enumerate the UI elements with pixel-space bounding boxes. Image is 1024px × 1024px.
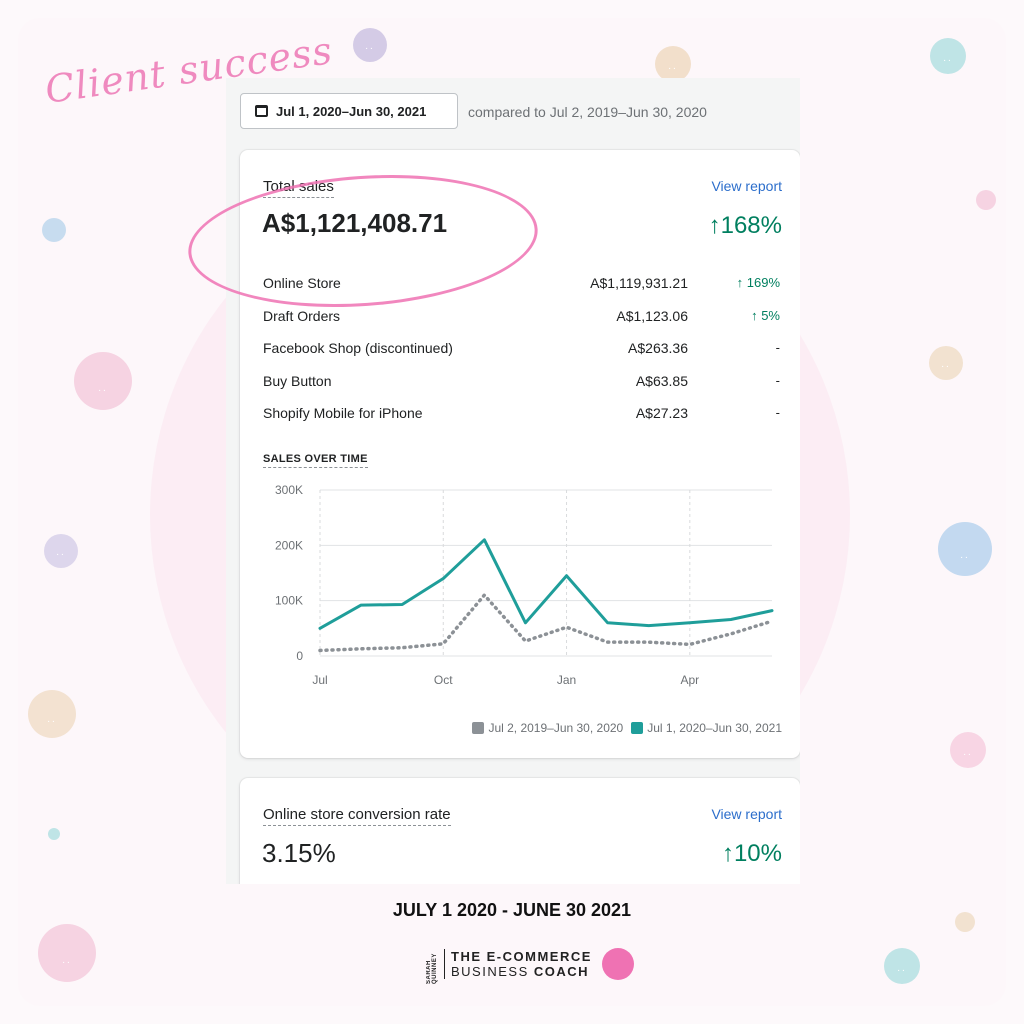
channel-label: Buy Button — [263, 372, 332, 389]
arrow-up-icon: ↑ — [736, 275, 747, 290]
conversion-change-value: 10% — [733, 840, 782, 867]
footer-date-range: JULY 1 2020 - JUNE 30 2021 — [392, 900, 632, 920]
channel-change-value: - — [775, 405, 780, 420]
channel-value: A$27.23 — [635, 405, 688, 421]
logo-cart-icon — [601, 948, 634, 980]
channel-value: A$63.85 — [635, 372, 688, 389]
analytics-panel: Jul 1, 2020–Jun 30, 2021 compared to Jul… — [226, 78, 800, 884]
channel-change-value: - — [775, 340, 780, 355]
decor-dot — [976, 190, 996, 210]
channel-change: ↑ 169% — [737, 275, 780, 290]
brand-logo: SARAH QUINNEY THE E-COMMERCE BUSINESS CO… — [426, 944, 634, 984]
decor-dot: .. — [884, 948, 920, 984]
decor-dot — [42, 218, 66, 242]
decor-dot — [955, 912, 975, 932]
sales-channel-row: Shopify Mobile for iPhone A$27.23 - — [263, 405, 780, 427]
channel-change-value: 169% — [746, 275, 780, 290]
decor-dot: .. — [950, 732, 986, 768]
decor-dot: .. — [38, 924, 96, 982]
series-line-current-year — [318, 538, 774, 630]
x-tick-label: Apr — [680, 673, 699, 687]
decor-dot: .. — [353, 28, 387, 62]
channel-change: - — [776, 373, 780, 388]
decor-dot: .. — [655, 46, 691, 82]
logo-text: THE E-COMMERCE BUSINESS COACH — [451, 949, 592, 979]
logo-line-2: BUSINESS COACH — [451, 964, 592, 979]
total-sales-value: A$1,121,408.71 — [262, 208, 448, 238]
conversion-rate-change: ↑10% — [721, 840, 782, 867]
total-sales-view-report-link[interactable]: View report — [711, 178, 782, 194]
decor-dot: .. — [930, 38, 966, 74]
legend-item-current: Jul 1, 2020–Jun 30, 2021 — [631, 721, 782, 735]
sales-channel-row: Online Store A$1,119,931.21 ↑ 169% — [263, 275, 780, 297]
logo-line-2b: COACH — [533, 964, 590, 979]
legend-label-current: Jul 1, 2020–Jun 30, 2021 — [647, 721, 782, 735]
y-tick-label: 0 — [296, 649, 303, 663]
channel-label: Online Store — [263, 275, 341, 291]
sales-over-time-chart: 0 100K 200K 300K Jul Oct Jan Apr — [275, 483, 774, 687]
conversion-rate-value: 3.15% — [262, 838, 336, 868]
channel-value: A$1,119,931.21 — [590, 275, 688, 291]
series-line-prior-year — [318, 593, 774, 653]
y-tick-label: 300K — [275, 483, 303, 497]
date-range-button[interactable]: Jul 1, 2020–Jun 30, 2021 — [240, 93, 458, 129]
chart-legend: Jul 2, 2019–Jun 30, 2020 Jul 1, 2020–Jun… — [472, 721, 782, 735]
total-sales-title[interactable]: Total sales — [263, 178, 334, 198]
legend-item-prior: Jul 2, 2019–Jun 30, 2020 — [472, 721, 623, 735]
conversion-view-report-link[interactable]: View report — [711, 806, 782, 822]
decor-dot: .. — [938, 522, 992, 576]
compared-to-text: compared to Jul 2, 2019–Jun 30, 2020 — [468, 104, 707, 120]
logo-line-1: THE E-COMMERCE — [451, 949, 592, 964]
logo-divider — [444, 949, 445, 979]
logo-side-text: SARAH QUINNEY — [426, 953, 438, 984]
sales-channel-row: Buy Button A$63.85 - — [263, 373, 780, 395]
y-tick-label: 100K — [275, 594, 303, 608]
channel-change: - — [776, 340, 780, 355]
decor-dot — [48, 828, 60, 840]
channel-label: Draft Orders — [263, 307, 341, 324]
decor-dot: .. — [74, 352, 132, 410]
legend-label-prior: Jul 2, 2019–Jun 30, 2020 — [488, 721, 624, 735]
decor-dot: .. — [44, 534, 78, 568]
sales-over-time-label[interactable]: SALES OVER TIME — [263, 453, 368, 468]
channel-change: - — [776, 405, 780, 420]
sales-channel-row: Facebook Shop (discontinued) A$263.36 - — [263, 340, 780, 362]
calendar-icon — [255, 105, 268, 117]
y-tick-label: 200K — [275, 538, 303, 552]
decor-dot: .. — [28, 690, 76, 738]
sales-channel-row: Draft Orders A$1,123.06 ↑ 5% — [263, 308, 780, 330]
x-tick-label: Oct — [434, 673, 453, 687]
decor-dot: .. — [929, 346, 963, 380]
arrow-up-icon: ↑ — [751, 307, 762, 323]
legend-swatch-current — [631, 722, 644, 734]
total-sales-change: ↑168% — [708, 212, 782, 239]
channel-value: A$1,123.06 — [616, 307, 688, 324]
channel-change-value: 5% — [761, 307, 780, 323]
channel-change-value: - — [775, 372, 780, 388]
x-tick-label: Jan — [557, 673, 576, 687]
channel-label: Shopify Mobile for iPhone — [263, 405, 423, 421]
channel-change: ↑ 5% — [751, 308, 780, 323]
total-sales-change-value: 168% — [720, 212, 782, 239]
total-sales-card: Total sales View report A$1,121,408.71 ↑… — [240, 150, 800, 758]
legend-swatch-prior — [472, 722, 485, 734]
conversion-rate-card: Online store conversion rate View report… — [240, 778, 800, 884]
conversion-rate-title[interactable]: Online store conversion rate — [263, 806, 451, 826]
date-range-label: Jul 1, 2020–Jun 30, 2021 — [276, 103, 427, 119]
logo-line-2a: BUSINESS — [451, 964, 534, 979]
x-tick-label: Jul — [312, 673, 327, 687]
channel-value: A$263.36 — [628, 340, 688, 356]
channel-label: Facebook Shop (discontinued) — [263, 340, 453, 356]
